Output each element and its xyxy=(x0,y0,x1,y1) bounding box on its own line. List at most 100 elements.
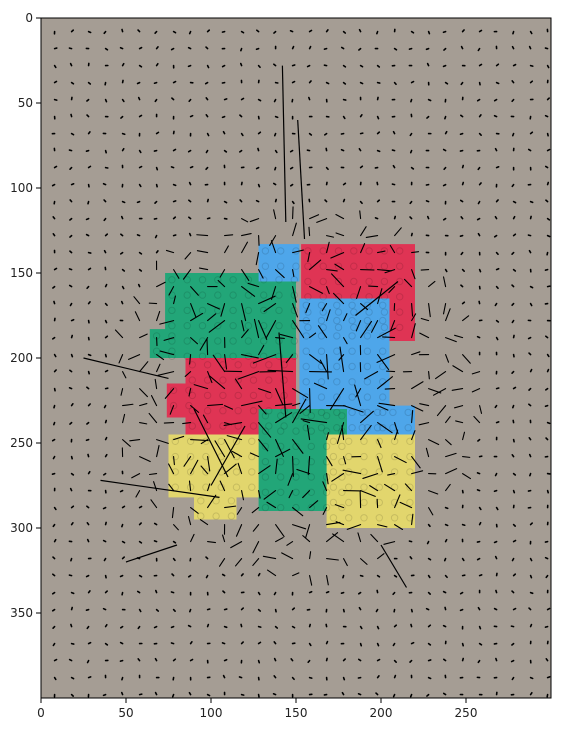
vector-arrow xyxy=(224,505,237,509)
vector-arrow xyxy=(511,45,515,50)
brick-stud xyxy=(333,316,341,325)
vector-arrow xyxy=(207,403,224,407)
vector-arrow xyxy=(53,369,57,373)
vector-arrow xyxy=(154,234,158,239)
vector-arrow xyxy=(154,98,158,103)
brick-stud xyxy=(334,277,343,286)
brick-stud xyxy=(292,488,300,496)
vector-arrow xyxy=(442,217,447,221)
vector-arrow xyxy=(190,286,199,296)
vector-arrow xyxy=(70,334,74,339)
vector-arrow xyxy=(335,521,345,526)
vector-arrow xyxy=(410,608,413,613)
vector-arrow xyxy=(52,625,56,629)
brick-stud xyxy=(227,512,236,520)
vector-arrow xyxy=(494,472,498,477)
vector-arrow xyxy=(241,329,249,339)
vector-arrow xyxy=(545,335,549,339)
vector-arrow xyxy=(343,456,347,465)
vector-arrow xyxy=(544,268,549,271)
vector-arrow xyxy=(443,47,447,51)
vector-arrow xyxy=(358,147,362,152)
vector-arrow xyxy=(376,625,380,630)
vector-arrow xyxy=(188,691,192,696)
vector-arrow xyxy=(120,388,124,396)
brick-stud xyxy=(244,306,253,315)
brick-stud xyxy=(333,362,341,371)
vector-arrow xyxy=(473,415,481,424)
vector-arrow xyxy=(478,642,483,646)
vector-arrow xyxy=(527,148,532,152)
vector-arrow xyxy=(231,450,243,458)
brick-stud xyxy=(227,497,236,505)
vector-arrow xyxy=(136,234,141,237)
vector-arrow xyxy=(104,283,108,288)
vector-arrow xyxy=(240,132,244,137)
vector-arrow xyxy=(207,456,211,472)
vector-arrow xyxy=(53,165,58,169)
vector-arrow xyxy=(359,165,364,169)
vector-arrow xyxy=(86,98,90,102)
vector-arrow xyxy=(156,363,161,373)
vector-arrow xyxy=(476,489,481,492)
vector-arrow-long xyxy=(281,65,287,223)
vector-arrow xyxy=(155,62,159,67)
vector-arrow xyxy=(442,276,447,288)
vector-arrow xyxy=(154,378,158,390)
brick-stud xyxy=(365,247,373,255)
vector-arrow xyxy=(326,558,339,561)
vector-arrow xyxy=(148,412,158,424)
vector-arrow xyxy=(241,320,245,332)
vector-arrow xyxy=(342,658,346,662)
vector-arrow xyxy=(258,320,268,340)
brick-stud xyxy=(338,442,346,451)
vector-arrow xyxy=(411,430,416,441)
vector-arrow xyxy=(139,361,149,373)
vector-arrow xyxy=(137,29,141,33)
vector-arrow xyxy=(528,352,532,356)
vector-arrow xyxy=(476,557,481,561)
y-tick-label: 100 xyxy=(10,181,33,195)
vector-arrow xyxy=(68,658,73,662)
vector-arrow xyxy=(342,115,346,120)
vector-arrow xyxy=(292,222,297,237)
vector-arrow xyxy=(69,302,73,307)
vector-arrow xyxy=(316,218,328,223)
vector-arrow xyxy=(512,215,516,220)
vector-arrow xyxy=(411,269,416,280)
vector-arrow xyxy=(292,249,304,254)
vector-arrow xyxy=(326,473,329,485)
brick-stud xyxy=(322,488,331,496)
y-tick-label: 150 xyxy=(10,266,33,280)
brick-stud xyxy=(350,247,358,255)
vector-arrow xyxy=(528,45,532,50)
vector-arrow xyxy=(358,47,362,51)
vector-arrow xyxy=(433,388,447,396)
brick-stud xyxy=(249,376,258,384)
vector-arrow xyxy=(263,303,277,313)
vector-arrow xyxy=(411,513,414,526)
vector-arrow xyxy=(121,268,126,272)
vector-arrow xyxy=(135,490,141,498)
vector-arrow xyxy=(207,371,213,384)
vector-arrow xyxy=(275,524,285,538)
vector-arrow xyxy=(52,455,56,460)
vector-arrow xyxy=(426,215,430,220)
vector-arrow xyxy=(139,456,151,463)
vector-arrow xyxy=(528,387,532,391)
x-tick-label: 100 xyxy=(200,706,223,720)
brick-stud xyxy=(249,422,258,430)
vector-arrow xyxy=(121,28,124,33)
vector-arrow xyxy=(69,62,73,67)
vector-arrow xyxy=(188,232,192,237)
vector-arrow xyxy=(207,483,211,492)
vector-arrow xyxy=(369,485,379,492)
vector-arrow xyxy=(69,487,73,492)
brick-stud xyxy=(329,468,338,476)
vector-arrow xyxy=(442,183,447,187)
y-tick-label: 0 xyxy=(25,11,33,25)
vector-arrow xyxy=(87,30,92,34)
vector-arrow xyxy=(52,216,56,220)
vector-arrow xyxy=(87,81,92,85)
vector-arrow xyxy=(257,147,260,152)
